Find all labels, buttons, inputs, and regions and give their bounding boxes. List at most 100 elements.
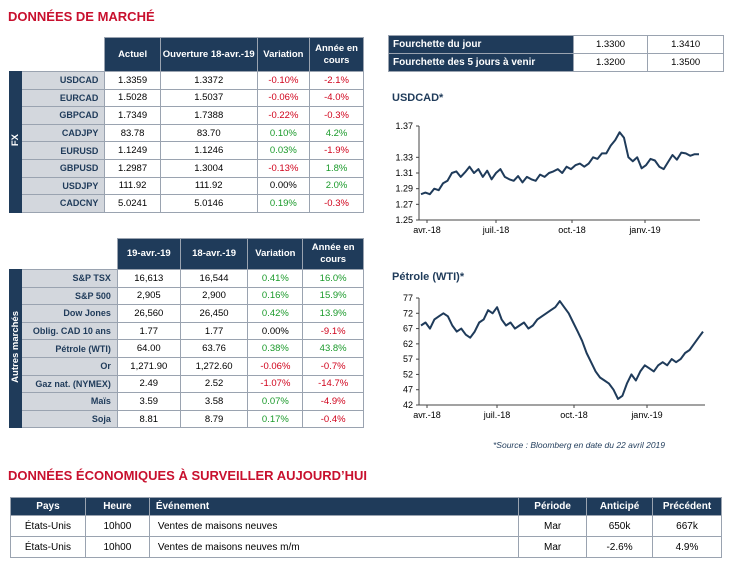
econ-country-cell: États-Unis	[10, 515, 86, 537]
markets-variation-value: 0.38%	[247, 339, 304, 358]
y-tick-label: 42	[403, 400, 413, 410]
markets-ytd-value: -14.7%	[302, 374, 364, 394]
econ-header-country: Pays	[10, 497, 86, 516]
econ-event-cell: Ventes de maisons neuves	[148, 515, 520, 537]
fx-ytd-value: -4.0%	[309, 88, 364, 108]
fx-header-ytd: Année en cours	[309, 37, 364, 72]
fx-open-value: 1.7388	[159, 106, 258, 125]
fx-current-value: 1.1249	[104, 141, 161, 160]
series-line	[420, 131, 699, 196]
markets-variation-value: -0.06%	[247, 356, 304, 376]
fx-open-value: 111.92	[159, 176, 258, 196]
markets-side-text: Autres marchés	[10, 311, 21, 384]
econ-time-cell: 10h00	[84, 536, 150, 558]
markets-open-value: 2.52	[179, 374, 249, 394]
fx-row-label: CADCNY	[20, 194, 106, 213]
range-low: 1.3200	[572, 53, 649, 72]
markets-header-previous: 18-avr.-19	[179, 238, 249, 270]
fx-variation-value: 0.03%	[256, 141, 311, 160]
x-tick-label: avr.-18	[413, 410, 441, 420]
markets-ytd-value: 13.9%	[302, 304, 364, 323]
y-tick-label: 1.37	[395, 121, 413, 131]
fx-open-value: 5.0146	[159, 194, 258, 213]
econ-section-title: DONNÉES ÉCONOMIQUES À SURVEILLER AUJOURD…	[8, 468, 367, 483]
range-high: 1.3500	[647, 53, 724, 72]
markets-ytd-value: -4.9%	[302, 392, 364, 411]
fx-ytd-value: -2.1%	[309, 71, 364, 90]
fx-current-value: 1.2987	[104, 158, 161, 178]
fx-row-label: USDCAD	[20, 71, 106, 90]
y-tick-label: 72	[403, 308, 413, 318]
markets-table: 19-avr.-19 18-avr.-19 Variation Année en…	[9, 238, 364, 429]
range-low: 1.3300	[572, 35, 649, 54]
y-tick-label: 47	[403, 385, 413, 395]
markets-open-value: 8.79	[179, 409, 249, 429]
markets-variation-value: 0.00%	[247, 321, 304, 341]
y-tick-label: 1.25	[395, 215, 413, 225]
econ-previous-cell: 667k	[652, 515, 722, 537]
econ-row: États-Unis 10h00 Ventes de maisons neuves …	[10, 536, 722, 558]
x-tick-label: juil.-18	[483, 410, 511, 420]
markets-header-variation: Variation	[247, 238, 304, 270]
econ-header-time: Heure	[84, 497, 150, 516]
fx-ytd-value: 1.8%	[309, 158, 364, 178]
markets-current-value: 26,560	[116, 304, 181, 323]
fx-variation-value: -0.06%	[256, 88, 311, 108]
markets-ytd-value: 43.8%	[302, 339, 364, 358]
markets-current-value: 1,271.90	[116, 356, 181, 376]
markets-variation-value: -1.07%	[247, 374, 304, 394]
fx-row: USDJPY 111.92 111.92 0.00% 2.0%	[10, 176, 364, 196]
markets-row-label: Or	[21, 356, 118, 376]
econ-header-period: Période	[518, 497, 588, 516]
markets-row-label: Dow Jones	[21, 304, 118, 323]
fx-variation-value: 0.19%	[256, 194, 311, 213]
fx-header-open: Ouverture 18-avr.-19	[159, 37, 258, 72]
fx-row-label: CADJPY	[20, 123, 106, 143]
fx-current-value: 1.7349	[104, 106, 161, 125]
markets-row-label: Oblig. CAD 10 ans	[21, 321, 118, 341]
fx-current-value: 5.0241	[104, 194, 161, 213]
markets-variation-value: 0.42%	[247, 304, 304, 323]
markets-header-today: 19-avr.-19	[116, 238, 181, 270]
markets-row-label: S&P 500	[21, 286, 118, 306]
markets-current-value: 16,613	[116, 269, 181, 288]
fx-row: GBPUSD 1.2987 1.3004 -0.13% 1.8%	[10, 158, 364, 178]
fx-current-value: 111.92	[104, 176, 161, 196]
markets-ytd-value: -0.7%	[302, 356, 364, 376]
fx-ytd-value: -0.3%	[309, 194, 364, 213]
markets-variation-value: 0.16%	[247, 286, 304, 306]
markets-open-value: 2,900	[179, 286, 249, 306]
markets-row: Autres marchés S&P TSX 16,613 16,544 0.41% 16…	[9, 268, 364, 429]
markets-row-label: Maïs	[21, 392, 118, 411]
fx-ytd-value: -0.3%	[309, 106, 364, 125]
y-tick-label: 77	[403, 293, 413, 303]
fx-ytd-value: 2.0%	[309, 176, 364, 196]
fx-row-label: USDJPY	[20, 176, 106, 196]
markets-row-label: Soja	[21, 409, 118, 429]
fx-current-value: 1.5028	[104, 88, 161, 108]
fx-row: EURUSD 1.1249 1.1246 0.03% -1.9%	[10, 141, 364, 160]
markets-variation-value: 0.07%	[247, 392, 304, 411]
series-line	[420, 300, 704, 400]
fx-row-label: GBPCAD	[20, 106, 106, 125]
fx-variation-value: -0.10%	[256, 71, 311, 90]
markets-row: Or 1,271.90 1,272.60 -0.06% -0.7%	[10, 356, 364, 376]
markets-header-ytd: Année en cours	[302, 238, 364, 270]
econ-event-cell: Ventes de maisons neuves m/m	[148, 536, 520, 558]
markets-side-label: Autres marchés	[9, 268, 22, 429]
markets-open-value: 16,544	[179, 269, 249, 288]
range-high: 1.3410	[647, 35, 724, 54]
y-tick-label: 67	[403, 324, 413, 334]
markets-row: Soja 8.81 8.79 0.17% -0.4%	[10, 409, 364, 429]
y-tick-label: 1.29	[395, 184, 413, 194]
markets-current-value: 64.00	[116, 339, 181, 358]
markets-open-value: 26,450	[179, 304, 249, 323]
markets-ytd-value: -0.4%	[302, 409, 364, 429]
fx-open-value: 1.3372	[159, 71, 258, 90]
fx-header-current: Actuel	[104, 37, 161, 72]
markets-row: Pétrole (WTI) 64.00 63.76 0.38% 43.8%	[10, 339, 364, 358]
markets-row: Oblig. CAD 10 ans 1.77 1.77 0.00% -9.1%	[10, 321, 364, 341]
markets-current-value: 8.81	[116, 409, 181, 429]
y-tick-label: 52	[403, 369, 413, 379]
